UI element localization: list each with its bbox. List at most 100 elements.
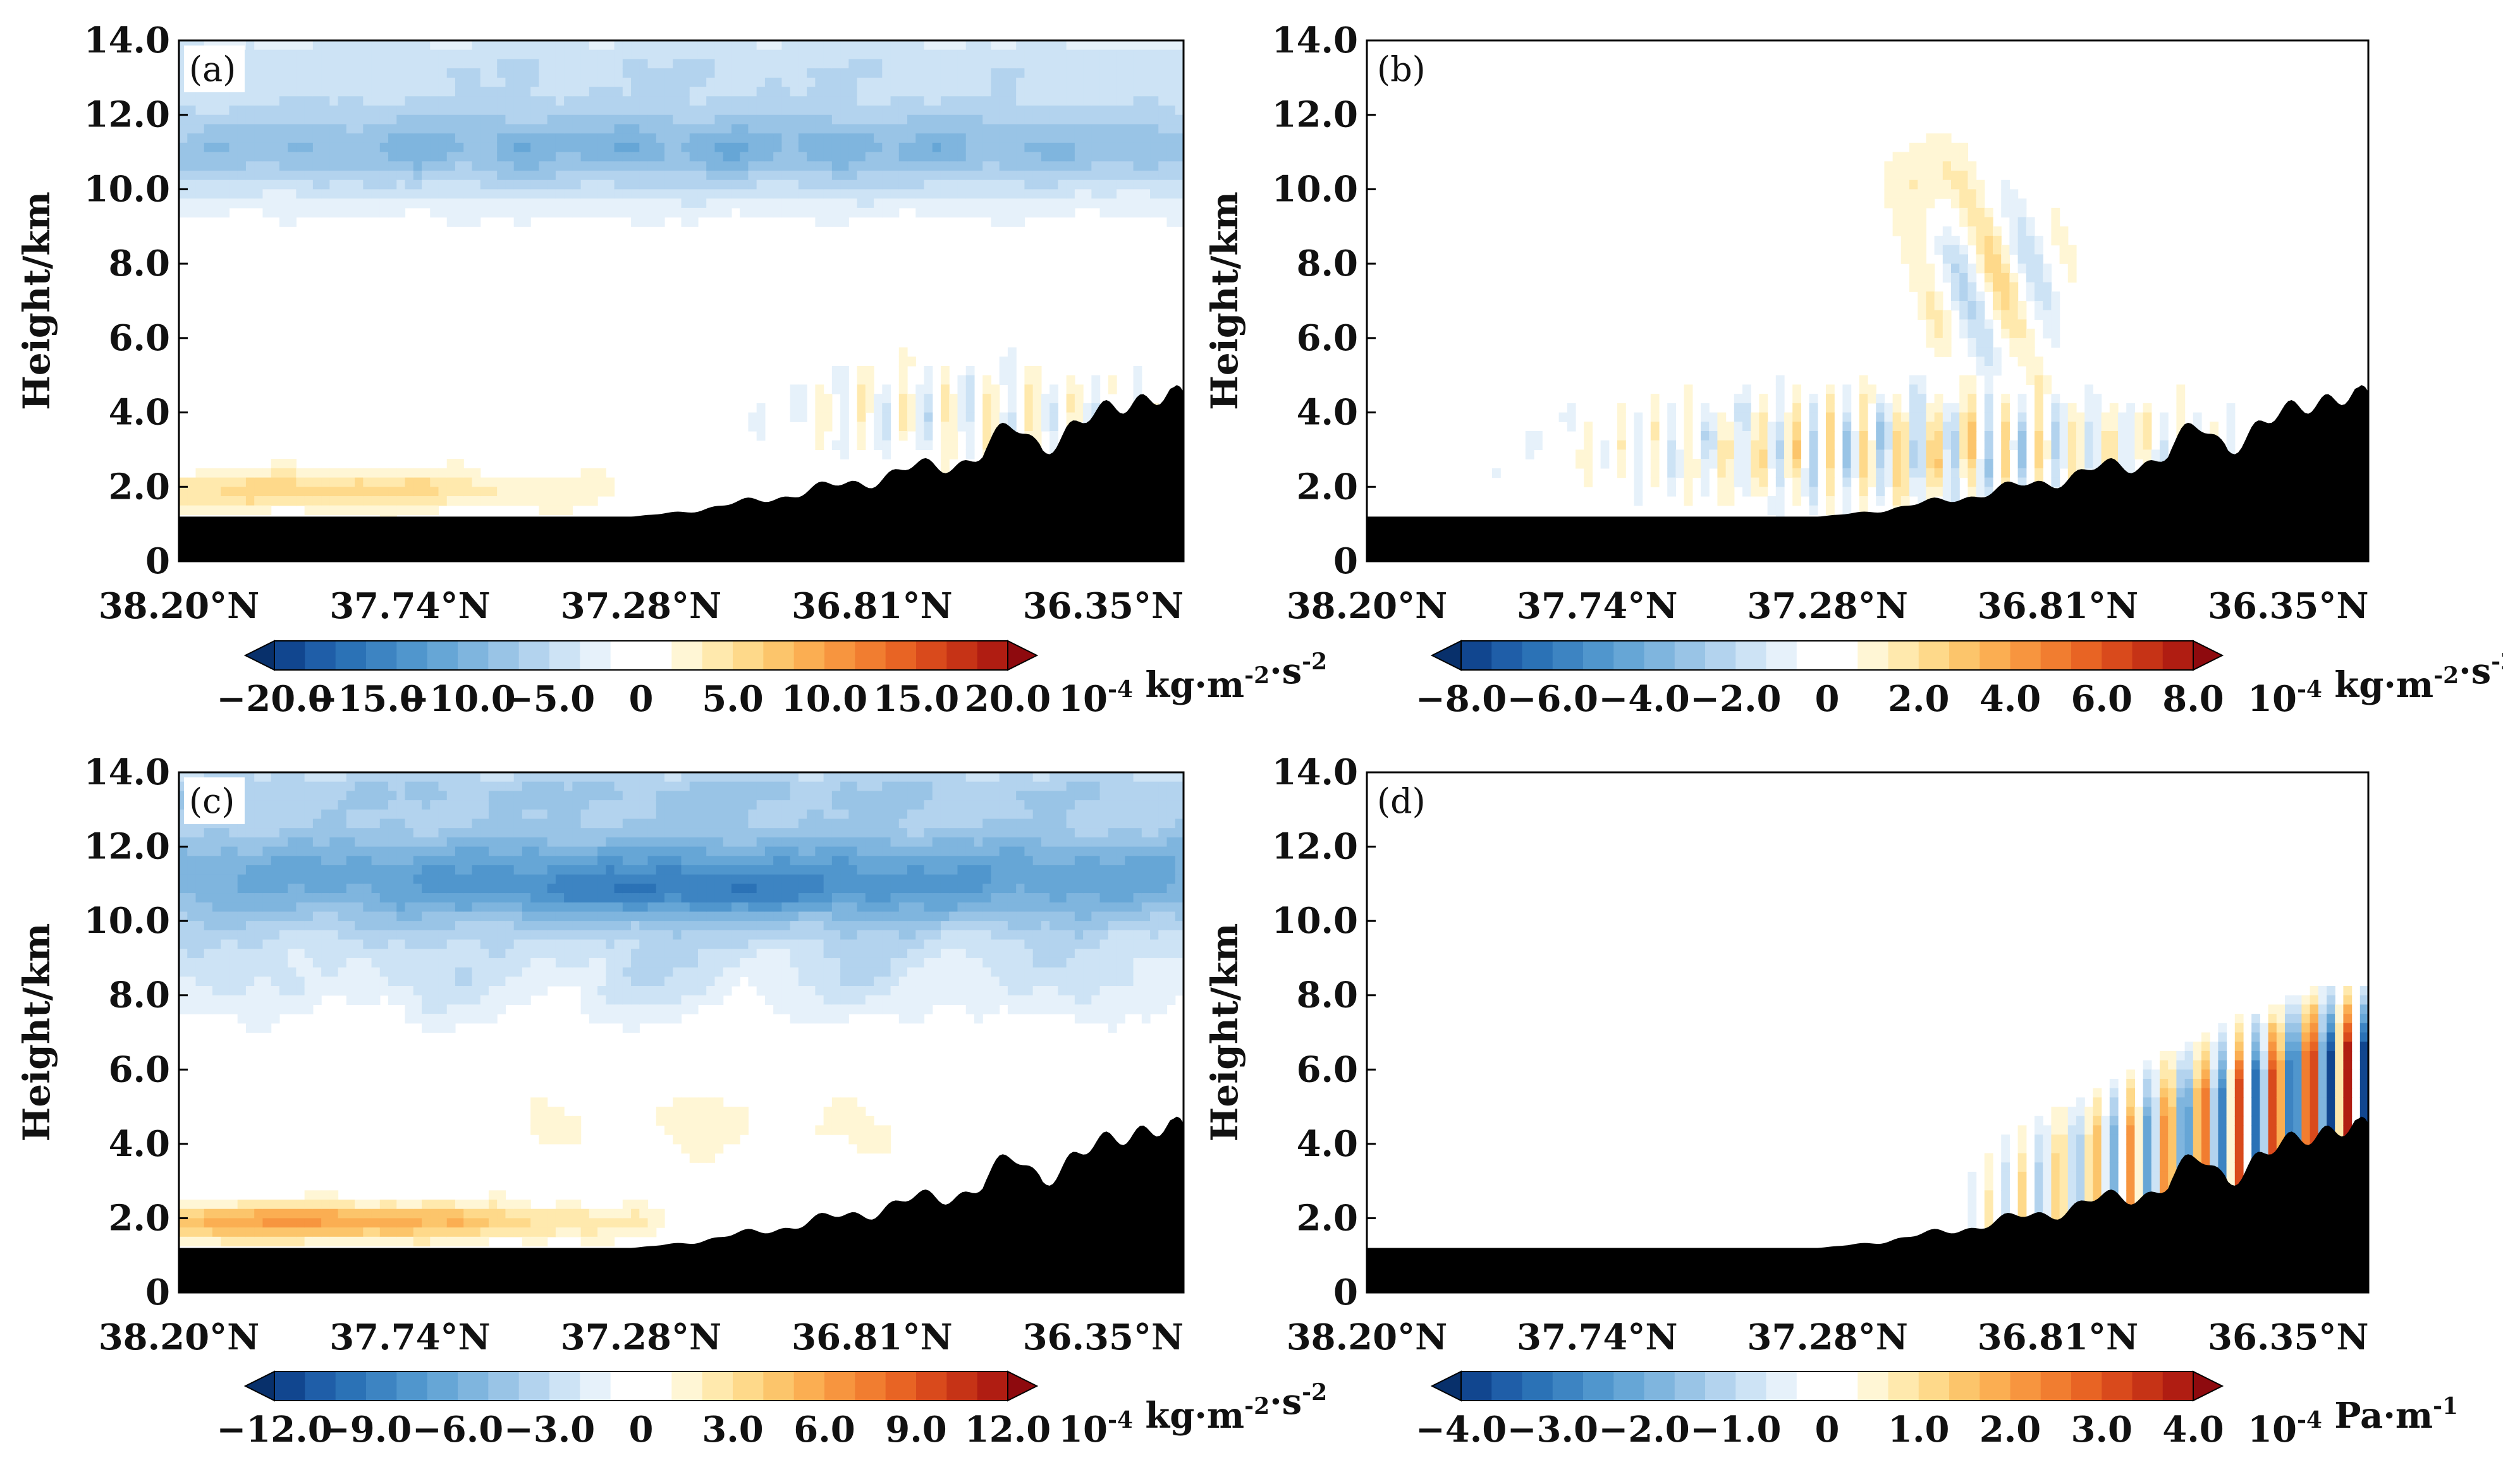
heatmap-cell [555,96,565,106]
heatmap-cell [1767,431,1777,441]
heatmap-cell [915,198,925,209]
heatmap-cell [2067,422,2077,432]
heatmap-cell [848,77,858,88]
heatmap-cell [329,171,339,181]
heatmap-cell [1091,49,1101,60]
heatmap-cell [823,161,833,171]
heatmap-cell [455,468,464,478]
heatmap-cell [965,124,975,134]
heatmap-cell [614,207,623,218]
heatmap-cell [279,68,288,78]
heatmap-cell [472,930,481,940]
heatmap-cell [664,59,673,69]
heatmap-cell [338,930,347,940]
heatmap-cell [446,1023,456,1033]
heatmap-cell [1984,422,1993,432]
heatmap-cell [187,496,197,506]
colorbar-swatch [1949,641,1980,670]
heatmap-cell [974,171,983,181]
heatmap-cell [245,884,255,894]
heatmap-cell [413,87,422,97]
heatmap-cell [840,106,849,116]
heatmap-cell [1884,171,1894,181]
colorbar-swatch [763,641,795,670]
heatmap-cell [288,772,297,782]
heatmap-cell [1007,87,1017,97]
heatmap-cell [999,412,1008,422]
heatmap-cell [932,142,941,153]
heatmap-cell [924,152,933,162]
heatmap-cell [438,161,448,171]
heatmap-cell [271,77,280,88]
heatmap-cell [790,198,799,209]
heatmap-cell [564,124,573,134]
heatmap-cell [1759,477,1768,487]
heatmap-cell [1141,198,1151,209]
heatmap-cell [949,68,958,78]
heatmap-cell [262,874,272,884]
heatmap-cell [480,487,489,497]
heatmap-cell [405,986,414,996]
heatmap-cell [522,496,531,506]
heatmap-cell [673,142,682,153]
heatmap-cell [371,87,381,97]
heatmap-cell [1976,459,1985,469]
heatmap-cell [940,384,950,394]
heatmap-cell [1759,422,1768,432]
heatmap-cell [513,487,523,497]
heatmap-cell [212,496,221,506]
heatmap-cell [882,449,891,459]
heatmap-cell [237,911,247,921]
heatmap-cell [1926,449,1935,459]
heatmap-cell [371,949,381,959]
heatmap-cell [639,77,649,88]
heatmap-cell [505,477,515,487]
heatmap-cell [773,189,782,199]
heatmap-cell [288,791,297,801]
heatmap-cell [221,142,230,153]
heatmap-cell [564,87,573,97]
heatmap-cell [773,179,782,190]
heatmap-cell [606,96,615,106]
heatmap-cell [321,902,330,913]
heatmap-cell [773,142,782,153]
heatmap-cell [329,893,339,903]
heatmap-cell [857,179,866,190]
heatmap-cell [413,939,422,949]
heatmap-cell [991,171,1000,181]
heatmap-cell [413,976,422,987]
heatmap-cell [463,902,473,913]
heatmap-cell [798,171,807,181]
heatmap-cell [2001,264,2010,274]
heatmap-cell [422,1208,431,1219]
heatmap-cell [430,986,439,996]
heatmap-cell [229,1227,238,1238]
heatmap-cell [254,106,264,116]
heatmap-cell [631,189,640,199]
heatmap-cell [1141,77,1151,88]
colorbar-swatch [458,641,489,670]
heatmap-cell [195,161,205,171]
heatmap-cell [1058,171,1067,181]
heatmap-cell [446,902,456,913]
heatmap-cell [505,68,515,78]
heatmap-cell [262,106,272,116]
heatmap-cell [965,207,975,218]
heatmap-cell [539,505,548,516]
heatmap-cell [446,1236,456,1247]
heatmap-cell [204,152,213,162]
heatmap-cell [622,106,632,116]
heatmap-cell [714,59,724,69]
heatmap-cell [229,995,238,1006]
heatmap-cell [764,133,774,143]
heatmap-cell [857,40,866,51]
heatmap-cell [898,68,908,78]
heatmap-cell [940,87,950,97]
heatmap-cell [463,1227,473,1238]
heatmap-cell [2017,403,2027,413]
heatmap-cell [254,68,264,78]
heatmap-cell [363,930,372,940]
heatmap-cell [522,207,531,218]
heatmap-cell [413,49,422,60]
heatmap-cell [2026,356,2035,367]
